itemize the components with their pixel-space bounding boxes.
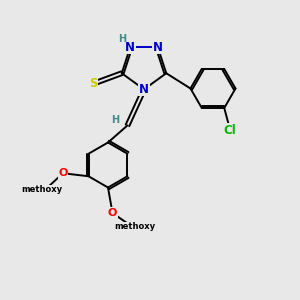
Text: Cl: Cl [224,124,237,137]
Text: methoxy: methoxy [114,222,155,231]
Text: N: N [139,83,149,96]
Text: O: O [58,168,68,178]
Text: O: O [108,208,117,218]
Text: S: S [89,77,98,90]
Text: N: N [125,40,135,54]
Text: H: H [118,34,126,44]
Text: H: H [111,115,119,125]
Text: N: N [153,40,163,54]
Text: methoxy: methoxy [22,185,63,194]
